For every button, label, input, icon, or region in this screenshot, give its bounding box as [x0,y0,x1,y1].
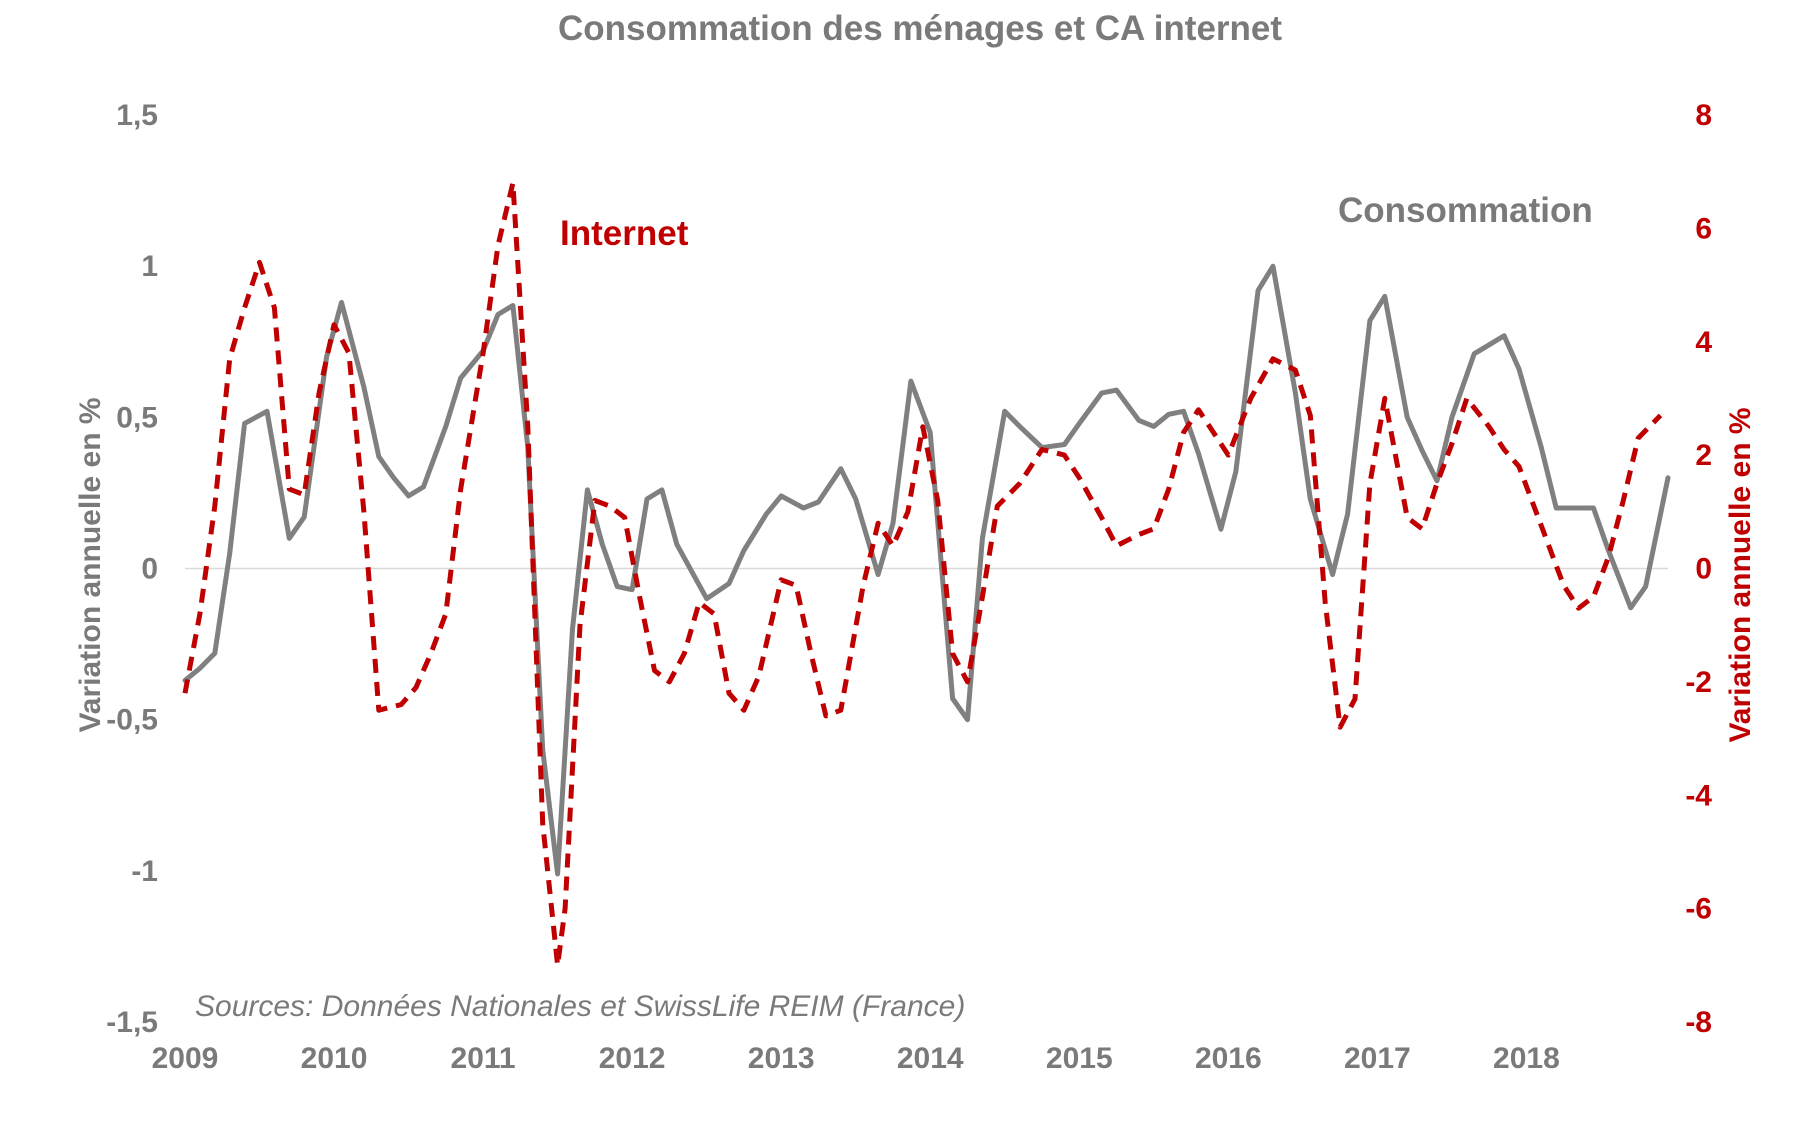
right-axis-ticks: 8 6 4 2 0 -2 -4 -6 -8 [1685,99,1712,1039]
left-tick-label: 1,5 [116,99,158,132]
x-tick-label: 2013 [748,1042,815,1075]
left-tick-label: -1 [131,855,158,888]
right-tick-label: 6 [1695,212,1712,245]
series-label-internet: Internet [560,214,689,253]
right-tick-label: 0 [1695,553,1712,586]
x-tick-label: 2015 [1046,1042,1113,1075]
left-tick-label: 0 [141,553,158,586]
left-tick-label: 0,5 [116,401,158,434]
right-axis-label: Variation annuelle en % [1724,407,1757,742]
right-tick-label: -2 [1685,666,1712,699]
x-tick-label: 2012 [599,1042,666,1075]
left-tick-label: 1 [141,250,158,283]
chart-title: Consommation des ménages et CA internet [558,9,1282,48]
right-tick-label: -6 [1685,893,1712,926]
x-tick-label: 2018 [1493,1042,1560,1075]
x-tick-label: 2016 [1195,1042,1262,1075]
chart-source: Sources: Données Nationales et SwissLife… [195,990,965,1023]
right-tick-label: -4 [1685,779,1712,812]
x-tick-label: 2011 [451,1042,516,1075]
x-tick-label: 2009 [152,1042,219,1075]
x-tick-label: 2017 [1344,1042,1411,1075]
right-tick-label: 2 [1695,439,1712,472]
x-axis-ticks: 2009 2010 2011 2012 2013 2014 2015 2016 2017 2018 [152,1042,1560,1075]
left-axis-label: Variation annuelle en % [74,397,107,732]
left-tick-label: -1,5 [106,1006,158,1039]
right-tick-label: 8 [1695,99,1712,132]
x-tick-label: 2010 [301,1042,368,1075]
series-label-consommation: Consommation [1338,191,1593,230]
left-tick-label: -0,5 [106,704,158,737]
series-line-internet [182,180,1663,968]
left-axis-ticks: 1,5 1 0,5 0 -0,5 -1 -1,5 [106,99,158,1039]
x-tick-label: 2014 [897,1042,964,1075]
right-tick-label: -8 [1685,1006,1712,1039]
right-tick-label: 4 [1695,326,1712,359]
series-line-consommation [182,263,1671,877]
